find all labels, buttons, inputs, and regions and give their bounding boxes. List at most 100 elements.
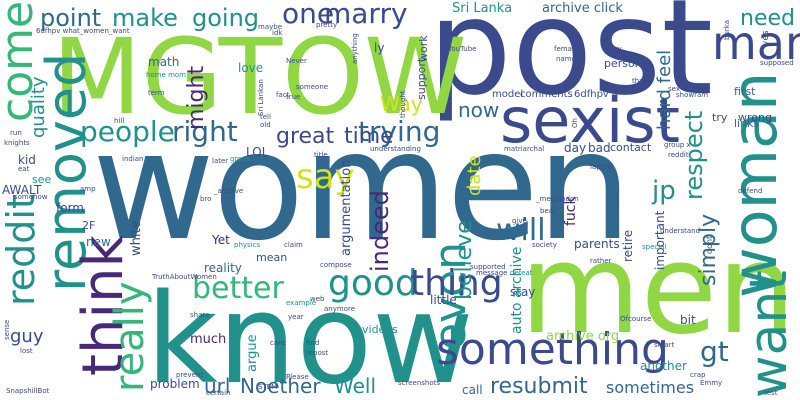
word-stay: stay — [510, 285, 536, 299]
word-megalodon: _megalodon — [536, 195, 579, 203]
word-truthaboutwomen: TruthAboutWomen — [152, 273, 217, 281]
word-sometimes: sometimes — [606, 378, 695, 397]
word-eat: eat — [18, 165, 30, 173]
word-find: find — [306, 339, 320, 347]
word-hard-feel: hard feel — [654, 49, 675, 130]
word-bear: bear — [540, 207, 556, 215]
word-fact: fact — [276, 91, 290, 99]
word-work: work — [417, 35, 430, 62]
word-true: true — [286, 93, 301, 101]
word-reddit-small: reddit — [668, 151, 689, 159]
word-mean: mean — [256, 251, 288, 264]
word-point: point — [40, 4, 102, 32]
word-want: want — [739, 270, 799, 398]
word-message: message — [476, 269, 508, 277]
word-going: going — [192, 4, 260, 32]
word-claim: claim — [284, 241, 303, 249]
word-white: white — [129, 220, 144, 256]
word-say: say — [296, 157, 355, 197]
word-bad: bad — [588, 141, 611, 155]
word-web: web — [310, 295, 325, 303]
word-videos: videos — [362, 323, 398, 336]
word-people: people — [80, 115, 175, 148]
word-thought: thought — [399, 90, 407, 118]
word-retire: retire — [621, 229, 635, 262]
word-home-mom: home mom — [146, 71, 186, 79]
word-6dfhpv: 6dfhpv — [574, 89, 609, 100]
word-defend: defend — [738, 187, 763, 195]
word-mgtow: MGTOW — [52, 16, 467, 138]
word-term: term — [148, 89, 165, 97]
word-time: time — [344, 124, 394, 149]
word-model: model — [492, 89, 524, 100]
word-supported: supported — [470, 263, 506, 271]
word-burka: burka — [723, 20, 731, 40]
word-might: might — [184, 65, 209, 130]
word-new: new — [86, 235, 111, 249]
word-way: Way — [380, 92, 423, 116]
word-smart: smart — [654, 341, 675, 349]
word-tell: tell — [260, 113, 271, 121]
word-jp: jp — [652, 176, 676, 206]
word-form: form — [56, 201, 84, 215]
word-special: special — [642, 243, 667, 251]
word-reddit: reddit — [0, 194, 43, 306]
word-understanding: understanding — [370, 145, 421, 153]
word-share: share — [190, 311, 210, 319]
word-compose: compose — [320, 261, 352, 269]
word-thank: thank — [632, 77, 652, 85]
word-anything: anything — [351, 33, 359, 64]
word-trying: trying — [358, 115, 441, 148]
word-emmy: Emmy — [700, 379, 723, 387]
word-hill: hill — [114, 117, 125, 125]
word-sense: sense — [3, 319, 11, 340]
word-old: old — [260, 121, 271, 129]
word-wrong: wrong — [738, 111, 772, 124]
word-understand: understand — [660, 227, 701, 235]
word-awalt: AWALT — [2, 183, 42, 197]
word-physics: physics — [234, 241, 261, 249]
word-prevent: prevent — [176, 371, 204, 379]
word-please: Please — [286, 373, 309, 381]
word-right: right — [172, 115, 238, 148]
word-showram: showram — [676, 91, 709, 99]
word-auto-archive: auto archive — [509, 246, 525, 334]
word-later: later — [212, 157, 229, 165]
word-crap: crap — [690, 371, 706, 379]
word-great: great — [276, 124, 335, 149]
word-argue: argue — [245, 334, 260, 372]
word-little: little — [430, 293, 457, 307]
word-ofcourse: Ofcourse — [620, 315, 652, 323]
word-never: Never — [286, 57, 307, 65]
word-better: better — [192, 271, 284, 306]
word-group-x: group x — [664, 141, 691, 149]
word-links: links — [734, 117, 760, 130]
word-pretty: pretty — [316, 21, 338, 29]
word-stem: STEM — [258, 383, 278, 391]
word-indeed: indeed — [366, 190, 394, 272]
word-url: url — [204, 374, 231, 398]
word-matriarchal: matriarchal — [504, 145, 545, 153]
word-anymore: anymore — [324, 305, 356, 313]
word-give: give — [512, 217, 527, 225]
word-laptop: laptop — [590, 163, 613, 171]
word-screenshots: screenshots — [398, 379, 441, 387]
word-quality: quality — [28, 76, 49, 138]
word-now: now — [458, 98, 500, 122]
word-women: women — [92, 100, 632, 274]
word-will: will — [496, 213, 546, 248]
word-reality: reality — [204, 261, 242, 275]
word-day: day — [564, 141, 587, 155]
word-believe: believe — [452, 220, 477, 300]
word-guy: guy — [10, 326, 44, 347]
word-see: see — [32, 173, 52, 186]
word-maybe: maybe — [258, 23, 283, 31]
word-thing: thing — [410, 263, 503, 304]
word-parents: parents — [574, 237, 620, 251]
word-6dfhpv-what: 6dfhpv what_women_want — [36, 27, 130, 35]
word-run: run — [10, 129, 22, 137]
word-comments: comments — [520, 89, 573, 100]
word-youtube: YouTube — [448, 45, 477, 53]
word-supposed: supposed — [760, 59, 794, 67]
word-another: another — [640, 359, 687, 373]
